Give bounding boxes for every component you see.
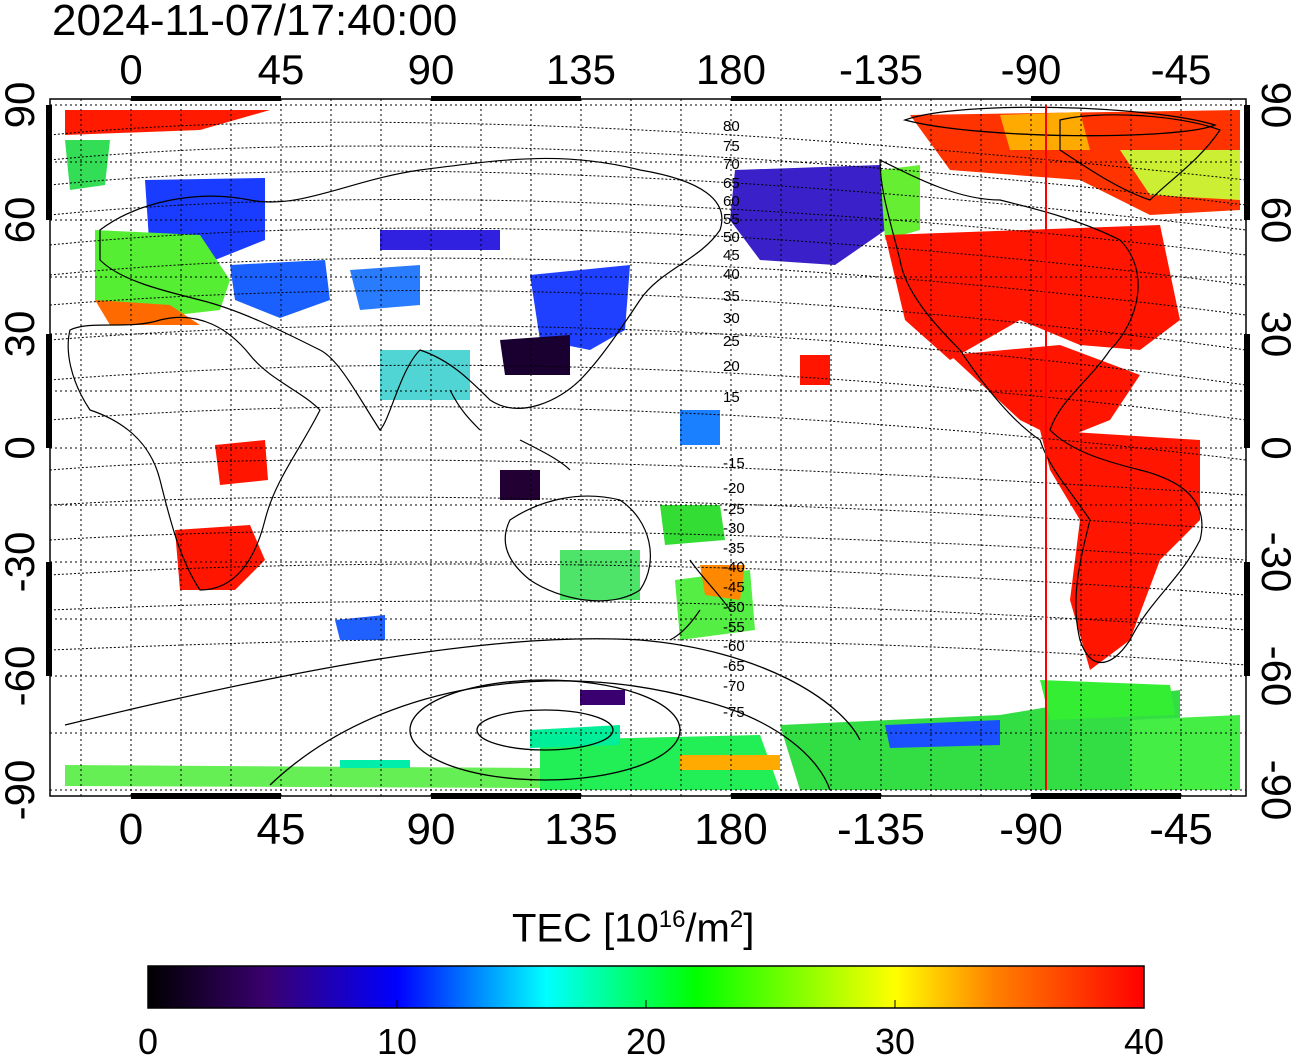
colorbar-ticks bbox=[396, 1000, 896, 1008]
left-lat-label: -60 bbox=[0, 646, 43, 707]
contour-label: -35 bbox=[723, 540, 745, 557]
bottom-lon-label: 135 bbox=[544, 805, 617, 854]
top-lon-label: 90 bbox=[408, 46, 455, 93]
contour-label: 65 bbox=[723, 175, 740, 192]
contour-labels: 80 75 70 65 60 55 50 45 40 35 30 25 20 1… bbox=[723, 118, 745, 721]
bottom-lon-label: -45 bbox=[1149, 805, 1213, 854]
contour-label: 45 bbox=[723, 247, 740, 264]
contour-label: 25 bbox=[723, 333, 740, 350]
magnetic-contours bbox=[50, 121, 1246, 666]
contour-label: 70 bbox=[723, 156, 740, 173]
colorbar-tick-label: 10 bbox=[377, 1021, 417, 1057]
left-latitude-labels: 90 60 30 0 -30 -60 -90 bbox=[0, 82, 43, 821]
contour-label: -75 bbox=[723, 704, 745, 721]
right-lat-label: 60 bbox=[1253, 197, 1294, 244]
contour-label: -60 bbox=[723, 638, 745, 655]
left-lat-label: -90 bbox=[0, 760, 43, 821]
frame-tick-bars bbox=[46, 96, 1250, 799]
right-lat-label: 90 bbox=[1253, 82, 1294, 129]
contour-label: 30 bbox=[723, 310, 740, 327]
left-lat-label: 60 bbox=[0, 197, 43, 244]
left-lat-label: 90 bbox=[0, 82, 43, 129]
colorbar-title-close: ] bbox=[743, 906, 755, 951]
bottom-lon-label: -90 bbox=[999, 805, 1063, 854]
colorbar-tick-label: 0 bbox=[138, 1021, 158, 1057]
left-lat-label: 30 bbox=[0, 311, 43, 358]
contour-label: -70 bbox=[723, 678, 745, 695]
top-longitude-labels: 0 45 90 135 180 -135 -90 -45 bbox=[119, 46, 1211, 93]
contour-label: -30 bbox=[723, 520, 745, 537]
top-lon-label: 135 bbox=[546, 46, 616, 93]
top-lon-label: -45 bbox=[1151, 46, 1212, 93]
contour-label: 15 bbox=[723, 389, 740, 406]
bottom-lon-label: 45 bbox=[257, 805, 306, 854]
contour-label: -25 bbox=[723, 501, 745, 518]
colorbar-title-unit-exponent: 2 bbox=[729, 906, 744, 933]
contour-label: -45 bbox=[723, 579, 745, 596]
contour-label: -65 bbox=[723, 658, 745, 675]
colorbar-title-unit: /m bbox=[685, 906, 730, 951]
top-lon-label: 0 bbox=[119, 46, 142, 93]
contour-label: 60 bbox=[723, 193, 740, 210]
contour-label: -15 bbox=[723, 455, 745, 472]
map-title: 2024-11-07/17:40:00 bbox=[52, 0, 458, 45]
colorbar-tick-label: 30 bbox=[875, 1021, 915, 1057]
tec-data-patches bbox=[65, 110, 1240, 790]
top-lon-label: 180 bbox=[696, 46, 766, 93]
colorbar-tick-labels: 0 10 20 30 40 bbox=[138, 1021, 1164, 1057]
colorbar-title-exponent: 16 bbox=[658, 906, 686, 933]
bottom-longitude-labels: 0 45 90 135 180 -135 -90 -45 bbox=[119, 805, 1213, 854]
contour-label: 80 bbox=[723, 118, 740, 135]
contour-label: 50 bbox=[723, 229, 740, 246]
contour-label: -40 bbox=[723, 559, 745, 576]
bottom-lon-label: 180 bbox=[694, 805, 767, 854]
right-lat-label: -60 bbox=[1253, 646, 1294, 707]
left-lat-label: -30 bbox=[0, 532, 43, 593]
top-lon-label: 45 bbox=[258, 46, 305, 93]
contour-label: -50 bbox=[723, 599, 745, 616]
coastlines bbox=[67, 114, 1221, 664]
contour-label: 75 bbox=[723, 138, 740, 155]
contour-label: -55 bbox=[723, 619, 745, 636]
bottom-lon-label: 0 bbox=[119, 805, 143, 854]
colorbar-title: TEC [1016/m2] bbox=[512, 906, 754, 951]
left-lat-label: 0 bbox=[0, 436, 43, 459]
contour-label: 55 bbox=[723, 211, 740, 228]
right-lat-label: -90 bbox=[1253, 760, 1294, 821]
right-lat-label: -30 bbox=[1253, 532, 1294, 593]
colorbar-tick-label: 40 bbox=[1124, 1021, 1164, 1057]
top-lon-label: -90 bbox=[1001, 46, 1062, 93]
right-lat-label: 0 bbox=[1253, 436, 1294, 459]
south-pole-contours bbox=[64, 106, 1217, 791]
contour-label: 40 bbox=[723, 266, 740, 283]
contour-label: 20 bbox=[723, 358, 740, 375]
right-latitude-labels: 90 60 30 0 -30 -60 -90 bbox=[1253, 82, 1294, 821]
bottom-lon-label: 90 bbox=[407, 805, 456, 854]
contour-label: -20 bbox=[723, 480, 745, 497]
colorbar-title-main: TEC [10 bbox=[512, 906, 659, 951]
bottom-lon-label: -135 bbox=[837, 805, 925, 854]
right-lat-label: 30 bbox=[1253, 311, 1294, 358]
top-lon-label: -135 bbox=[839, 46, 923, 93]
contour-label: 35 bbox=[723, 288, 740, 305]
colorbar-tick-label: 20 bbox=[626, 1021, 666, 1057]
